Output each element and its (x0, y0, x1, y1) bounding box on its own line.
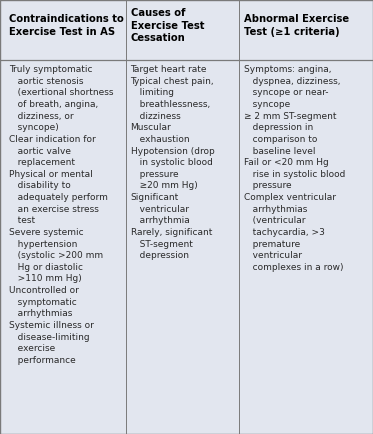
Text: Hypotension (drop: Hypotension (drop (131, 147, 214, 155)
Text: Fail or <20 mm Hg: Fail or <20 mm Hg (244, 158, 328, 167)
Text: Rarely, significant: Rarely, significant (131, 228, 212, 237)
Text: syncope: syncope (244, 100, 290, 109)
Text: ventricular: ventricular (244, 251, 301, 260)
Text: depression: depression (131, 251, 188, 260)
Text: premature: premature (244, 240, 300, 249)
Text: ≥20 mm Hg): ≥20 mm Hg) (131, 181, 197, 191)
Text: comparison to: comparison to (244, 135, 317, 144)
Text: Significant: Significant (131, 193, 179, 202)
Text: of breath, angina,: of breath, angina, (9, 100, 98, 109)
Text: (exertional shortness: (exertional shortness (9, 89, 113, 97)
Text: ST-segment: ST-segment (131, 240, 192, 249)
Text: Abnormal Exercise
Test (≥1 criteria): Abnormal Exercise Test (≥1 criteria) (244, 14, 349, 37)
Text: Causes of
Exercise Test
Cessation: Causes of Exercise Test Cessation (131, 8, 204, 43)
Text: Systemic illness or: Systemic illness or (9, 321, 94, 330)
Text: in systolic blood: in systolic blood (131, 158, 213, 167)
Text: syncope): syncope) (9, 123, 58, 132)
Text: Physical or mental: Physical or mental (9, 170, 93, 179)
Text: aortic stenosis: aortic stenosis (9, 77, 83, 86)
Text: hypertension: hypertension (9, 240, 77, 249)
Text: arrhythmias: arrhythmias (244, 205, 307, 214)
Text: baseline level: baseline level (244, 147, 315, 155)
Text: Typical chest pain,: Typical chest pain, (131, 77, 214, 86)
Text: Symptoms: angina,: Symptoms: angina, (244, 65, 331, 74)
Text: an exercise stress: an exercise stress (9, 205, 98, 214)
Text: (ventricular: (ventricular (244, 216, 305, 225)
Text: Contraindications to
Exercise Test in AS: Contraindications to Exercise Test in AS (9, 14, 123, 37)
Text: performance: performance (9, 356, 75, 365)
Text: arrhythmia: arrhythmia (131, 216, 189, 225)
Text: adequately perform: adequately perform (9, 193, 107, 202)
Text: Clear indication for: Clear indication for (9, 135, 95, 144)
Text: pressure: pressure (244, 181, 291, 191)
Text: exhaustion: exhaustion (131, 135, 189, 144)
Text: depression in: depression in (244, 123, 313, 132)
Text: syncope or near-: syncope or near- (244, 89, 328, 97)
Text: breathlessness,: breathlessness, (131, 100, 210, 109)
Text: aortic valve: aortic valve (9, 147, 70, 155)
Text: >110 mm Hg): >110 mm Hg) (9, 274, 81, 283)
Text: replacement: replacement (9, 158, 75, 167)
Text: symptomatic: symptomatic (9, 298, 76, 307)
Text: disability to: disability to (9, 181, 70, 191)
Text: disease-limiting: disease-limiting (9, 332, 89, 342)
Text: dyspnea, dizziness,: dyspnea, dizziness, (244, 77, 340, 86)
Text: pressure: pressure (131, 170, 178, 179)
Text: Uncontrolled or: Uncontrolled or (9, 286, 78, 295)
Text: rise in systolic blood: rise in systolic blood (244, 170, 345, 179)
Text: Severe systemic: Severe systemic (9, 228, 83, 237)
Text: Target heart rate: Target heart rate (131, 65, 207, 74)
Text: arrhythmias: arrhythmias (9, 309, 72, 319)
Text: Complex ventricular: Complex ventricular (244, 193, 336, 202)
Text: Muscular: Muscular (131, 123, 171, 132)
Text: ≥ 2 mm ST-segment: ≥ 2 mm ST-segment (244, 112, 336, 121)
Text: dizziness, or: dizziness, or (9, 112, 73, 121)
Text: (systolic >200 mm: (systolic >200 mm (9, 251, 103, 260)
Text: test: test (9, 216, 35, 225)
Text: limiting: limiting (131, 89, 173, 97)
Text: ventricular: ventricular (131, 205, 188, 214)
Text: dizziness: dizziness (131, 112, 180, 121)
Text: Truly symptomatic: Truly symptomatic (9, 65, 92, 74)
Text: complexes in a row): complexes in a row) (244, 263, 343, 272)
Text: Hg or diastolic: Hg or diastolic (9, 263, 82, 272)
Text: tachycardia, >3: tachycardia, >3 (244, 228, 325, 237)
Text: exercise: exercise (9, 344, 55, 353)
